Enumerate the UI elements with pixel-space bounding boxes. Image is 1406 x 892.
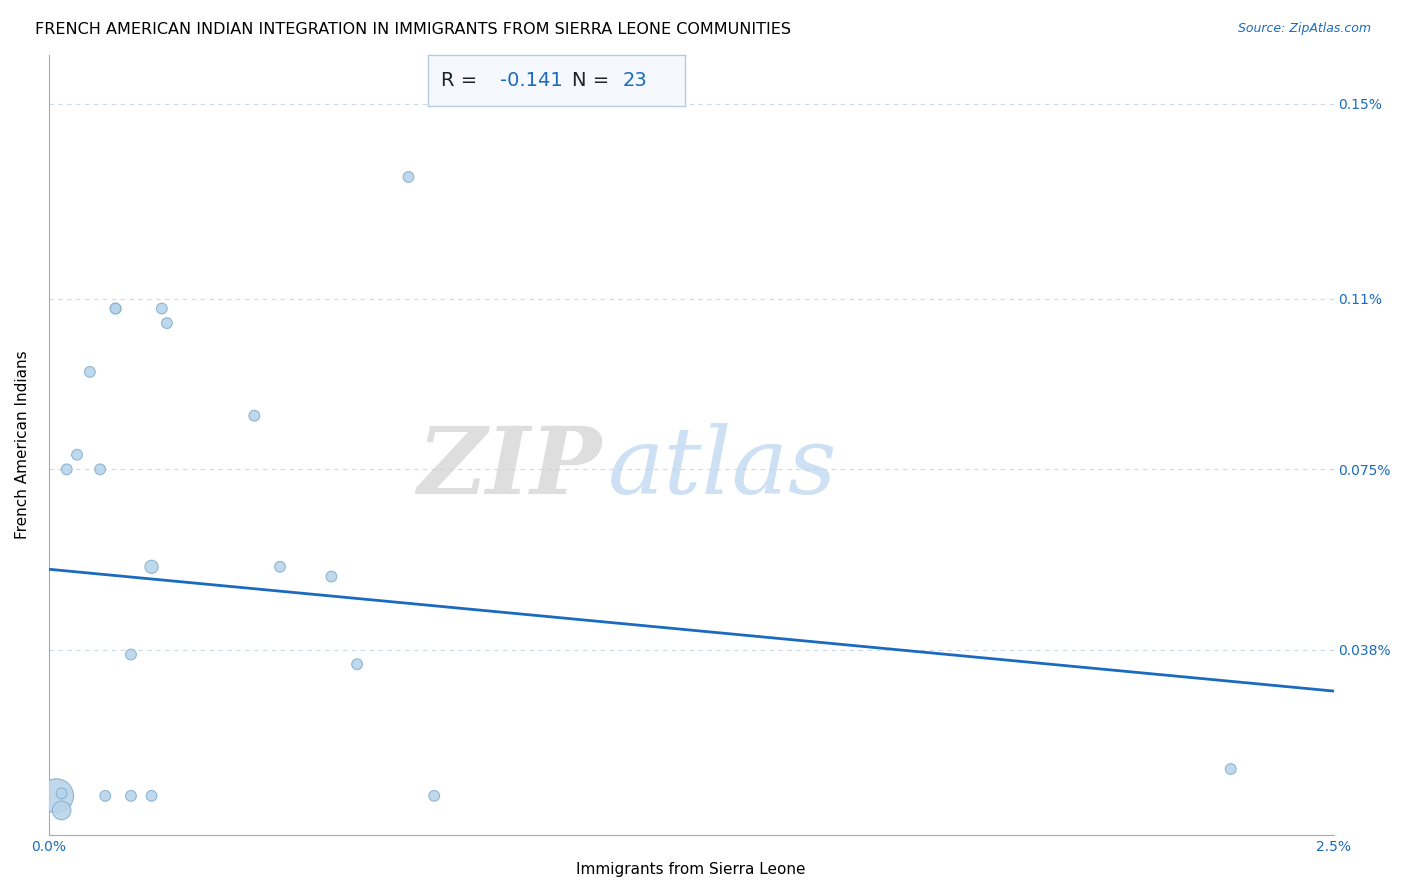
Point bbox=[346, 657, 368, 672]
Point bbox=[89, 462, 111, 476]
Point bbox=[120, 648, 142, 662]
X-axis label: Immigrants from Sierra Leone: Immigrants from Sierra Leone bbox=[576, 862, 806, 877]
Point bbox=[150, 301, 173, 316]
Point bbox=[94, 789, 117, 803]
Point bbox=[269, 559, 291, 574]
Text: 23: 23 bbox=[623, 71, 648, 90]
Point bbox=[104, 301, 127, 316]
Point bbox=[66, 448, 89, 462]
Text: N =: N = bbox=[572, 71, 616, 90]
Point bbox=[243, 409, 266, 423]
Text: atlas: atlas bbox=[607, 424, 837, 514]
Point bbox=[51, 804, 73, 818]
Point bbox=[55, 462, 77, 476]
Point bbox=[141, 559, 163, 574]
Text: ZIP: ZIP bbox=[418, 424, 602, 514]
Point bbox=[141, 789, 163, 803]
Point bbox=[120, 789, 142, 803]
Point bbox=[321, 569, 343, 583]
Point bbox=[45, 789, 67, 803]
Point bbox=[423, 789, 446, 803]
Point bbox=[398, 169, 420, 184]
Text: FRENCH AMERICAN INDIAN INTEGRATION IN IMMIGRANTS FROM SIERRA LEONE COMMUNITIES: FRENCH AMERICAN INDIAN INTEGRATION IN IM… bbox=[35, 22, 792, 37]
Text: -0.141: -0.141 bbox=[499, 71, 562, 90]
Point bbox=[1219, 762, 1241, 776]
Text: R =: R = bbox=[440, 71, 484, 90]
Point bbox=[51, 786, 73, 800]
Y-axis label: French American Indians: French American Indians bbox=[15, 351, 30, 540]
Point bbox=[79, 365, 101, 379]
Point bbox=[104, 301, 127, 316]
Text: Source: ZipAtlas.com: Source: ZipAtlas.com bbox=[1237, 22, 1371, 36]
Point bbox=[156, 316, 179, 330]
